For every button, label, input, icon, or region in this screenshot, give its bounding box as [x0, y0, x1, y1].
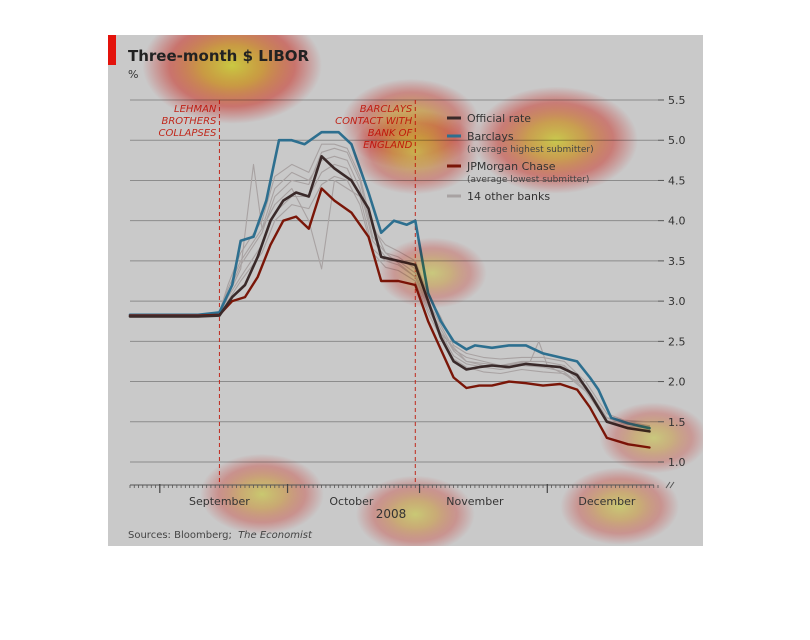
legend-label: Barclays [467, 130, 514, 143]
heat-spot [355, 475, 475, 546]
legend-label: JPMorgan Chase [466, 160, 556, 173]
heat-spot [142, 35, 322, 124]
event-annotation-line: BROTHERS [161, 116, 217, 127]
y-tick-label: 3.0 [668, 295, 686, 308]
legend-label: Official rate [467, 112, 531, 125]
legend-sublabel: (average lowest submitter) [467, 175, 589, 185]
x-month-label: September [189, 495, 250, 508]
source-note: Sources: Bloomberg; The Economist [128, 530, 313, 541]
heat-spot [599, 402, 703, 474]
x-month-label: October [329, 495, 373, 508]
series-line-barclays [128, 130, 651, 430]
y-tick-label: 1.0 [668, 456, 686, 469]
heatmap-overlay [142, 35, 703, 546]
y-tick-label: 2.5 [668, 335, 686, 348]
y-tick-label: 4.5 [668, 174, 686, 187]
title-accent-bar [108, 35, 116, 65]
unit-label: % [128, 68, 138, 81]
event-annotation-line: COLLAPSES [159, 128, 218, 139]
heat-spot [350, 110, 480, 195]
x-month-label: November [446, 495, 504, 508]
y-tick-label: 2.0 [668, 376, 686, 389]
axis-break-mark [669, 481, 675, 489]
y-tick-label: 5.5 [668, 94, 686, 107]
legend: Official rate Barclays (average highest su… [447, 112, 594, 203]
x-axis: September October November December [129, 481, 675, 508]
y-tick-label: 3.5 [668, 255, 686, 268]
y-tick-label: 1.5 [668, 416, 686, 429]
heat-spot [200, 453, 324, 535]
legend-sublabel: (average highest submitter) [467, 145, 594, 155]
source-prefix: Sources: Bloomberg; [128, 530, 232, 541]
x-month-label: December [578, 495, 636, 508]
y-tick-label: 5.0 [668, 134, 686, 147]
source-publication: The Economist [238, 530, 313, 541]
legend-label: 14 other banks [467, 190, 550, 203]
y-axis: 1.0 1.5 2.0 2.5 3.0 3.5 4.0 4.5 5.0 5.5 [658, 94, 686, 469]
heat-spot [473, 86, 638, 194]
axis-break-mark [665, 481, 671, 489]
heat-spot [378, 237, 487, 309]
chart-title: Three-month $ LIBOR [128, 47, 310, 65]
y-tick-label: 4.0 [668, 215, 686, 228]
year-label: 2008 [376, 507, 407, 521]
